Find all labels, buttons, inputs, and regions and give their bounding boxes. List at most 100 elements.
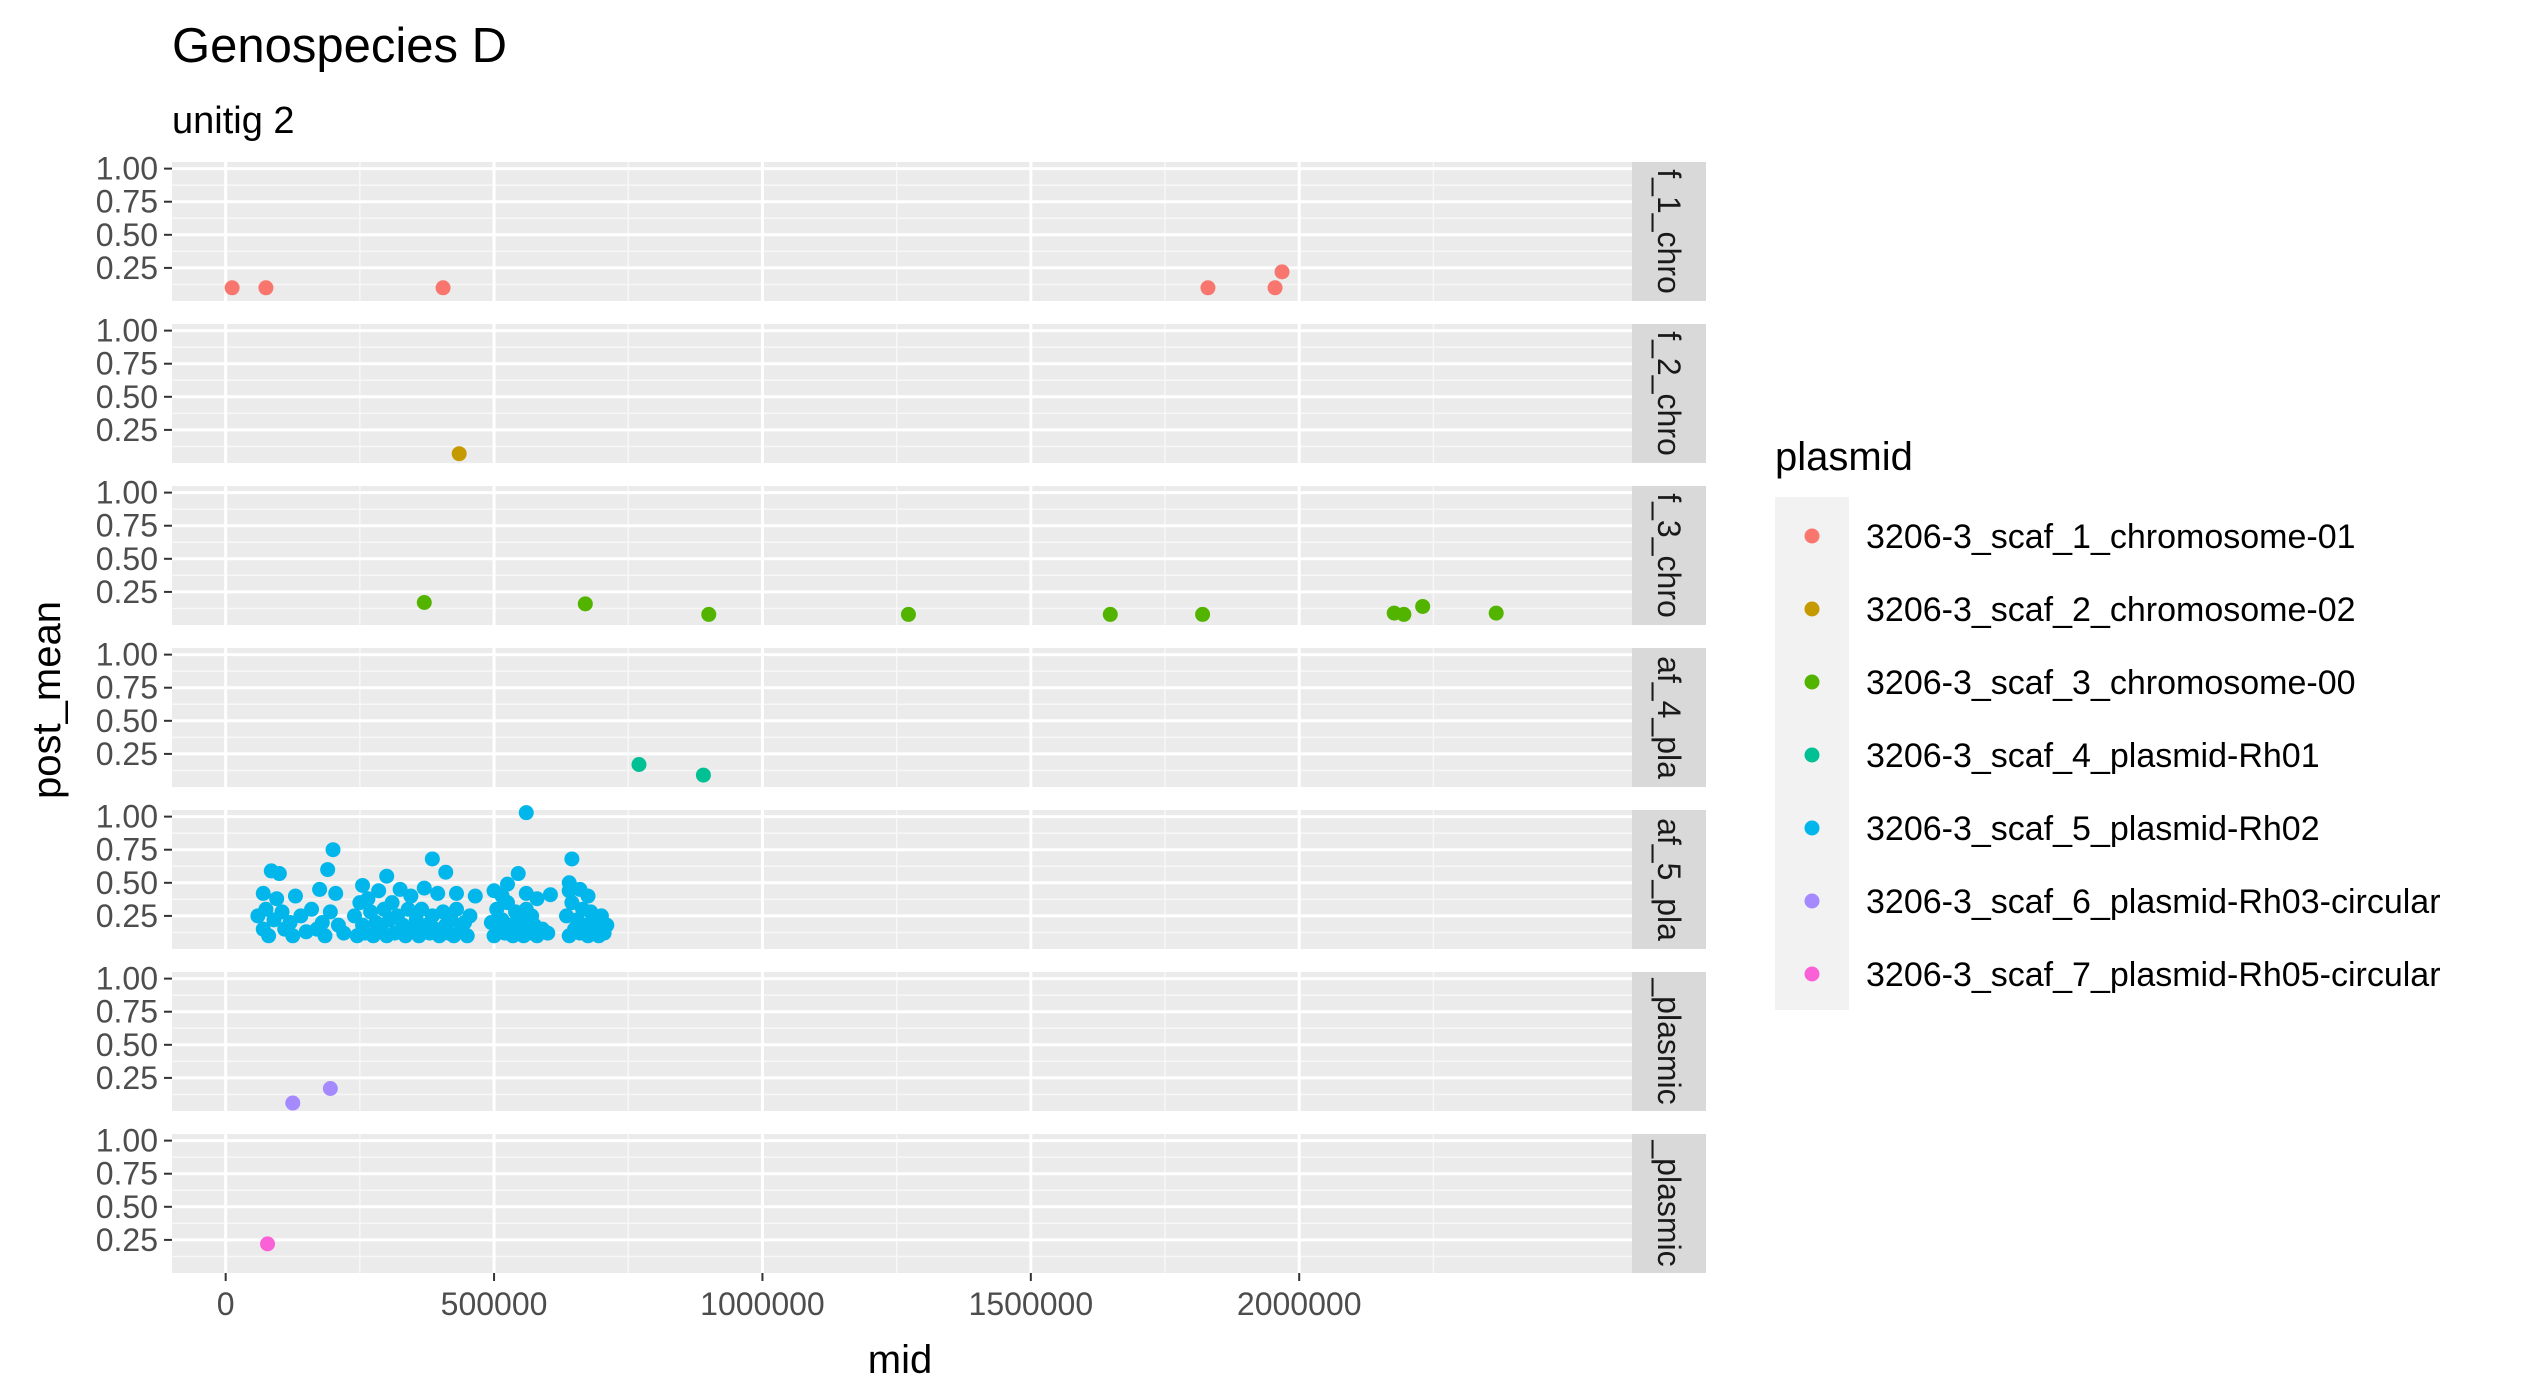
data-point <box>287 888 303 904</box>
facet-strip <box>1632 1134 1706 1273</box>
data-point <box>542 887 558 903</box>
data-point <box>255 885 271 901</box>
data-point <box>518 805 534 821</box>
facet-strip-label: af_5_pla <box>1651 818 1687 941</box>
data-point <box>392 881 408 897</box>
legend-key <box>1804 528 1820 544</box>
facet-strip-label: _plasmic <box>1651 1139 1687 1266</box>
legend-title: plasmid <box>1775 435 1913 479</box>
facet-strip <box>1632 972 1706 1111</box>
facet-panel: 0.250.500.751.00 f_1_chro <box>96 151 1706 301</box>
data-point <box>258 901 274 917</box>
data-point <box>416 880 432 896</box>
facet-strip-label: _plasmic <box>1651 977 1687 1104</box>
legend-label: 3206-3_scaf_2_chromosome-02 <box>1866 591 2356 629</box>
data-point <box>540 925 556 941</box>
x-tick-label: 1000000 <box>700 1286 825 1322</box>
y-tick-label: 0.75 <box>96 832 158 868</box>
x-axis-title: mid <box>868 1338 932 1382</box>
x-tick-label: 500000 <box>441 1286 548 1322</box>
data-point <box>322 1080 338 1096</box>
data-point <box>1415 598 1431 614</box>
data-point <box>304 901 320 917</box>
legend-key <box>1804 820 1820 836</box>
data-point <box>631 756 647 772</box>
data-point <box>577 596 593 612</box>
legend-label: 3206-3_scaf_6_plasmid-Rh03-circular <box>1866 883 2441 921</box>
y-tick-label: 1.00 <box>96 799 158 835</box>
data-point <box>258 280 274 296</box>
x-axis: 0 500000 1000000 1500000 2000000 <box>217 1273 1361 1322</box>
legend-key <box>1804 674 1820 690</box>
y-tick-label: 0.25 <box>96 736 158 772</box>
y-tick-label: 0.50 <box>96 379 158 415</box>
x-tick-label: 1500000 <box>969 1286 1094 1322</box>
y-tick-label: 0.75 <box>96 184 158 220</box>
y-tick-label: 1.00 <box>96 151 158 187</box>
facet-strip <box>1632 648 1706 787</box>
facet-panel: 0.250.500.751.00 _plasmic <box>96 1123 1706 1273</box>
data-point <box>1396 606 1412 622</box>
data-point <box>328 885 344 901</box>
data-point <box>336 925 352 941</box>
data-point <box>322 904 338 920</box>
data-point <box>462 908 478 924</box>
data-point <box>900 606 916 622</box>
facet-panel: 0.250.500.751.00 _plasmic <box>96 961 1706 1111</box>
data-point <box>293 908 309 924</box>
facet-strip <box>1632 324 1706 463</box>
y-tick-label: 0.50 <box>96 703 158 739</box>
y-tick-label: 0.75 <box>96 508 158 544</box>
facet-strip <box>1632 810 1706 949</box>
data-point <box>325 842 341 858</box>
y-tick-label: 0.75 <box>96 670 158 706</box>
data-point <box>599 917 615 933</box>
data-point <box>701 606 717 622</box>
legend: plasmid 3206-3_scaf_1_chromosome-01 3206-… <box>1775 435 2441 1010</box>
data-point <box>384 895 400 911</box>
data-point <box>282 915 298 931</box>
data-point <box>435 280 451 296</box>
data-point <box>561 883 577 899</box>
y-tick-label: 0.25 <box>96 250 158 286</box>
y-tick-label: 0.75 <box>96 1156 158 1192</box>
y-tick-label: 1.00 <box>96 1123 158 1159</box>
y-tick-label: 1.00 <box>96 313 158 349</box>
chart-subtitle: unitig 2 <box>172 100 295 142</box>
y-tick-label: 1.00 <box>96 961 158 997</box>
data-point <box>403 888 419 904</box>
data-point <box>312 881 328 897</box>
facet-strip <box>1632 162 1706 301</box>
legend-key <box>1804 747 1820 763</box>
data-point <box>510 866 526 882</box>
data-point <box>580 888 596 904</box>
data-point <box>1195 606 1211 622</box>
legend-key <box>1804 893 1820 909</box>
panel-background <box>172 486 1632 625</box>
data-point <box>1488 605 1504 621</box>
facet-panel: 0.250.500.751.00 f_2_chro <box>96 313 1706 463</box>
y-tick-label: 0.25 <box>96 574 158 610</box>
y-tick-label: 0.75 <box>96 346 158 382</box>
x-tick-label: 0 <box>217 1286 235 1322</box>
y-tick-label: 0.25 <box>96 1060 158 1096</box>
data-point <box>564 851 580 867</box>
data-point <box>416 594 432 610</box>
y-tick-label: 0.50 <box>96 1189 158 1225</box>
data-point <box>564 895 580 911</box>
facet-strip-label: f_3_chro <box>1651 493 1687 618</box>
facet-panel: 0.250.500.751.00 f_3_chro <box>96 475 1706 625</box>
panel-background <box>172 972 1632 1111</box>
data-point <box>459 928 475 944</box>
data-point <box>371 883 387 899</box>
data-point <box>260 1236 276 1252</box>
data-point <box>355 877 371 893</box>
data-point <box>430 885 446 901</box>
legend-label: 3206-3_scaf_4_plasmid-Rh01 <box>1866 737 2320 775</box>
data-point <box>379 868 395 884</box>
data-point <box>1200 280 1216 296</box>
data-point <box>1102 606 1118 622</box>
y-tick-label: 0.25 <box>96 412 158 448</box>
y-tick-label: 0.50 <box>96 541 158 577</box>
facet-strip-label: f_1_chro <box>1651 169 1687 294</box>
